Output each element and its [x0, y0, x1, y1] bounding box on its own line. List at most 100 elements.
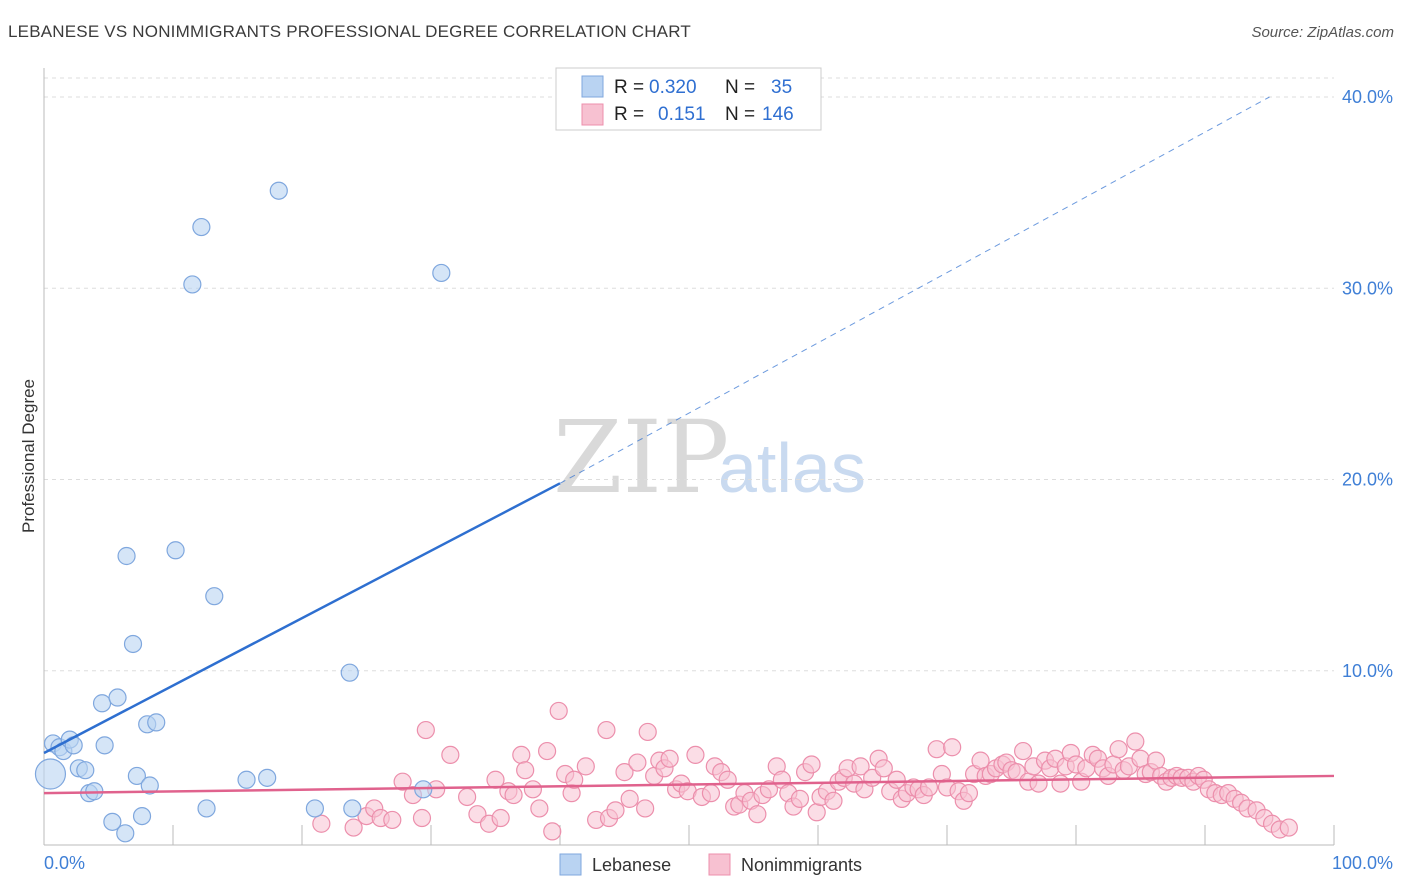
nonimmigrants-point [537, 741, 557, 761]
nonimmigrants-point [393, 772, 412, 791]
lebanese-point [237, 770, 256, 789]
y-axis-label: Professional Degree [19, 379, 38, 533]
nonimmigrants-r-label: R = [614, 104, 644, 125]
nonimmigrants-point [1014, 741, 1033, 761]
lebanese-point [147, 713, 166, 732]
lebanese-point [343, 799, 362, 818]
lebanese-point [34, 758, 67, 790]
lebanese-points [34, 181, 451, 843]
lebanese-point [340, 663, 359, 682]
nonimmigrants-trend-line [43, 774, 1335, 795]
nonimmigrants-point [312, 814, 331, 833]
nonimmigrants-point [383, 810, 402, 830]
nonimmigrants-point [597, 720, 616, 740]
nonimmigrants-point [943, 738, 962, 757]
nonimmigrants-point [807, 803, 826, 822]
lebanese-point [127, 766, 146, 786]
nonimmigrants-point [660, 749, 679, 768]
lebanese-point [183, 275, 202, 294]
nonimmigrants-point [516, 761, 535, 780]
y-tick-label: 40.0% [1342, 87, 1393, 107]
nonimmigrants-point [628, 753, 647, 772]
nonimmigrants-point [1029, 774, 1048, 793]
nonimmigrants-point [1126, 732, 1145, 751]
lebanese-n-value: 35 [771, 77, 792, 98]
nonimmigrants-point [686, 745, 705, 765]
gridlines [44, 77, 1334, 672]
nonimmigrants-point [851, 757, 870, 776]
nonimmigrants-point [701, 784, 721, 803]
x-tick-label-min: 0.0% [44, 853, 85, 873]
lebanese-point [76, 761, 95, 780]
source-credit: Source: ZipAtlas.com [1251, 24, 1394, 41]
nonimmigrants-point [759, 780, 779, 799]
nonimmigrants-point [636, 799, 655, 818]
nonimmigrants-points [312, 701, 1298, 841]
nonimmigrants-point [802, 755, 821, 774]
lebanese-point [116, 824, 135, 843]
nonimmigrants-point [412, 808, 432, 828]
nonimmigrants-point [919, 778, 939, 797]
lebanese-point [103, 812, 122, 831]
lebanese-point [305, 799, 324, 818]
lebanese-point [197, 799, 216, 818]
nonimmigrants-point [576, 757, 595, 776]
watermark-zip: ZIP [553, 399, 729, 516]
nonimmigrants-point [790, 789, 810, 808]
y-tick-label: 10.0% [1342, 661, 1393, 681]
nonimmigrants-point [458, 787, 477, 807]
nonimmigrants-point [959, 784, 979, 803]
bottom-legend-nonimmigrants-label: Nonimmigrants [741, 855, 862, 875]
lebanese-point [432, 263, 451, 283]
lebanese-point [166, 541, 185, 560]
x-tick-marks [172, 825, 1335, 845]
lebanese-trend-line [43, 482, 561, 755]
lebanese-point [205, 587, 224, 606]
nonimmigrants-point [543, 822, 562, 841]
lebanese-point [108, 688, 127, 707]
nonimmigrants-r-value: 0.151 [658, 104, 706, 125]
nonimmigrants-point [1279, 818, 1298, 837]
nonimmigrants-n-value: 146 [762, 104, 794, 125]
nonimmigrants-point [549, 701, 568, 721]
nonimmigrants-point [491, 808, 510, 828]
bottom-legend-nonimmigrants-swatch [708, 853, 731, 876]
lebanese-point [258, 768, 277, 787]
nonimmigrants-point [441, 745, 460, 765]
nonimmigrants-point [718, 770, 737, 789]
nonimmigrants-point [887, 770, 906, 789]
lebanese-point [269, 181, 288, 200]
watermark-atlas: atlas [718, 429, 866, 507]
lebanese-r-label: R = [614, 77, 644, 98]
nonimmigrants-point [1109, 740, 1128, 759]
bottom-legend: Lebanese Nonimmigrants [559, 853, 862, 876]
nonimmigrants-point [1051, 774, 1070, 793]
trend-lines [43, 96, 1335, 795]
nonimmigrants-point [606, 801, 625, 820]
y-tick-label: 30.0% [1342, 278, 1393, 298]
lebanese-point [117, 546, 136, 566]
nonimmigrants-point [344, 818, 363, 837]
nonimmigrants-point [523, 780, 543, 799]
y-tick-label: 20.0% [1342, 470, 1393, 490]
lebanese-point [123, 634, 143, 654]
watermark: ZIP atlas [553, 399, 866, 516]
nonimmigrants-point [1146, 751, 1166, 770]
nonimmigrants-point [530, 799, 549, 818]
lebanese-n-label: N = [725, 77, 755, 98]
x-tick-label-max: 100.0% [1332, 853, 1393, 873]
nonimmigrants-swatch [581, 103, 604, 126]
nonimmigrants-point [512, 745, 531, 765]
lebanese-trend-extension [559, 96, 1270, 484]
lebanese-point [192, 217, 211, 237]
chart-title: LEBANESE VS NONIMMIGRANTS PROFESSIONAL D… [8, 22, 691, 41]
stats-legend: R = 0.320 N = 35 R = 0.151 N = 146 [555, 67, 822, 131]
nonimmigrants-point [615, 763, 634, 782]
bottom-legend-lebanese-label: Lebanese [592, 855, 671, 875]
lebanese-point [132, 806, 152, 826]
nonimmigrants-point [416, 720, 435, 740]
lebanese-point [92, 694, 112, 713]
lebanese-point [95, 736, 114, 755]
lebanese-swatch [581, 75, 604, 98]
